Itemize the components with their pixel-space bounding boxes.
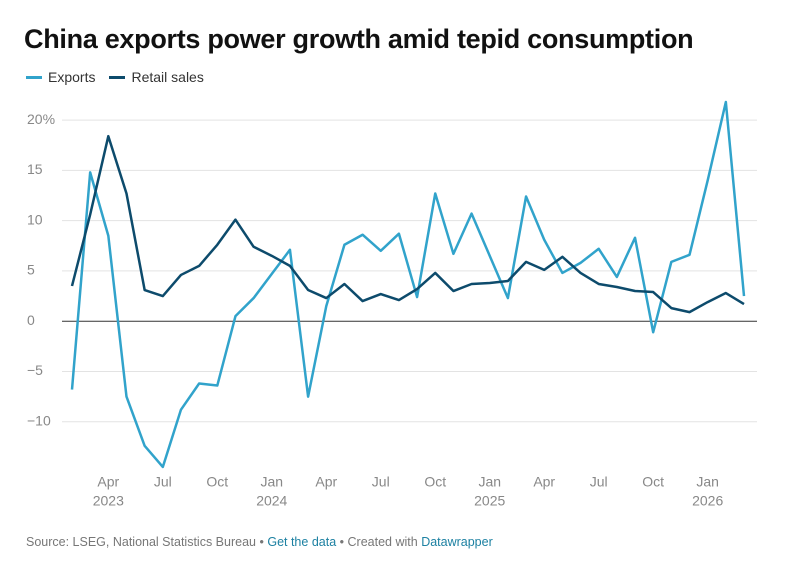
y-tick-label: 10 bbox=[27, 211, 43, 227]
x-tick-year: 2023 bbox=[93, 493, 124, 509]
x-tick-label: Jul bbox=[372, 474, 390, 490]
series-line bbox=[70, 100, 746, 469]
x-tick-year: 2024 bbox=[256, 493, 287, 509]
legend-label: Exports bbox=[48, 69, 96, 85]
x-tick-label: Jan bbox=[478, 474, 501, 490]
legend-label: Retail sales bbox=[131, 69, 204, 85]
x-tick-label: Oct bbox=[424, 474, 446, 490]
x-tick-label: Apr bbox=[315, 474, 337, 490]
x-tick-label: Apr bbox=[97, 474, 119, 490]
x-tick-label: Jul bbox=[154, 474, 172, 490]
legend: Exports Retail sales bbox=[26, 69, 204, 85]
y-tick-label: 5 bbox=[27, 262, 35, 278]
x-tick-label: Oct bbox=[642, 474, 664, 490]
x-tick-label: Oct bbox=[206, 474, 228, 490]
x-tick-label: Jan bbox=[260, 474, 283, 490]
legend-item: Exports bbox=[26, 69, 95, 85]
credit-link[interactable]: Datawrapper bbox=[421, 535, 493, 549]
legend-swatch bbox=[109, 75, 126, 79]
x-tick-label: Jan bbox=[696, 474, 719, 490]
y-tick-label: 0 bbox=[27, 312, 35, 328]
x-tick-label: Apr bbox=[533, 474, 555, 490]
footer: Source: LSEG, National Statistics Bureau… bbox=[26, 535, 493, 549]
series-line bbox=[70, 134, 745, 314]
y-tick-label: 20% bbox=[27, 111, 55, 127]
separator: • bbox=[339, 535, 345, 549]
chart: −10 −5 0 5 10 15 20% Apr 2023 Jul Oct Jan 2024 Apr Jul… bbox=[27, 100, 757, 509]
y-tick-label: 15 bbox=[27, 161, 43, 177]
x-tick-label: Jul bbox=[590, 474, 608, 490]
y-tick-label: −5 bbox=[27, 362, 43, 378]
separator: • bbox=[259, 535, 264, 549]
x-tick-year: 2025 bbox=[474, 493, 505, 509]
x-tick-year: 2026 bbox=[692, 493, 723, 509]
source: Source: LSEG, National Statistics Bureau bbox=[26, 535, 256, 549]
created-with: Created with bbox=[347, 535, 418, 549]
legend-item: Retail sales bbox=[109, 69, 204, 85]
y-tick-label: −10 bbox=[27, 412, 51, 428]
chart-title: China exports power growth amid tepid co… bbox=[24, 24, 694, 54]
legend-swatch bbox=[26, 75, 42, 79]
get-data-link[interactable]: Get the data bbox=[267, 535, 337, 549]
